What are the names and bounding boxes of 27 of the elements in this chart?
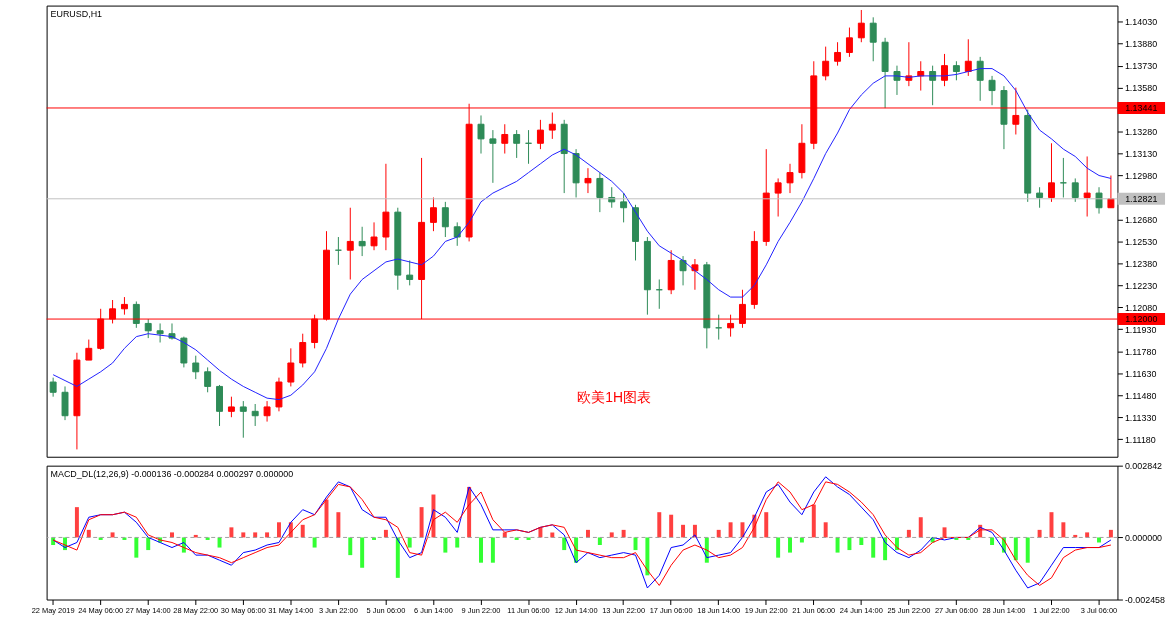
y-tick-label: 1.11780: [1124, 346, 1157, 357]
y-tick-label: 1.13730: [1124, 61, 1158, 72]
y-tick-label: 1.12530: [1124, 236, 1158, 247]
chart-title: MACD_DL(12,26,9) -0.000136 -0.000284 0.000297 0.000000: [50, 468, 294, 479]
y-tick-label: 1.12230: [1124, 280, 1158, 291]
y-tick-label: 1.13130: [1124, 149, 1158, 160]
y-tick-label: 0.000000: [1124, 532, 1163, 543]
y-tick-label: 1.11930: [1124, 324, 1157, 335]
y-tick-label: 1.11180: [1124, 434, 1156, 445]
y-tick-label: 1.11630: [1124, 368, 1157, 379]
y-tick-label: 1.12080: [1124, 302, 1158, 313]
annotation: 欧美1H图表: [577, 389, 652, 406]
y-tick-label: 1.13580: [1124, 83, 1158, 94]
y-tick-label: 1.12380: [1124, 258, 1158, 269]
y-tick-label: 1.11480: [1124, 390, 1157, 401]
ref-line-label: 1.12000: [1125, 314, 1158, 325]
ref-line-label: 1.13441: [1125, 102, 1158, 113]
chart-title: EURUSD,H1: [50, 8, 103, 19]
y-tick-label: 1.13280: [1124, 127, 1158, 138]
y-tick-label: 1.12680: [1124, 214, 1158, 225]
y-tick-label: -0.002458: [1124, 594, 1166, 605]
y-tick-label: 1.11330: [1124, 412, 1157, 423]
y-tick-label: 1.12980: [1124, 170, 1158, 181]
ref-line-label: 1.12821: [1125, 193, 1158, 204]
y-tick-label: 1.13880: [1124, 39, 1158, 50]
y-tick-label: 1.14030: [1124, 17, 1158, 28]
y-tick-label: 0.002842: [1124, 461, 1163, 472]
